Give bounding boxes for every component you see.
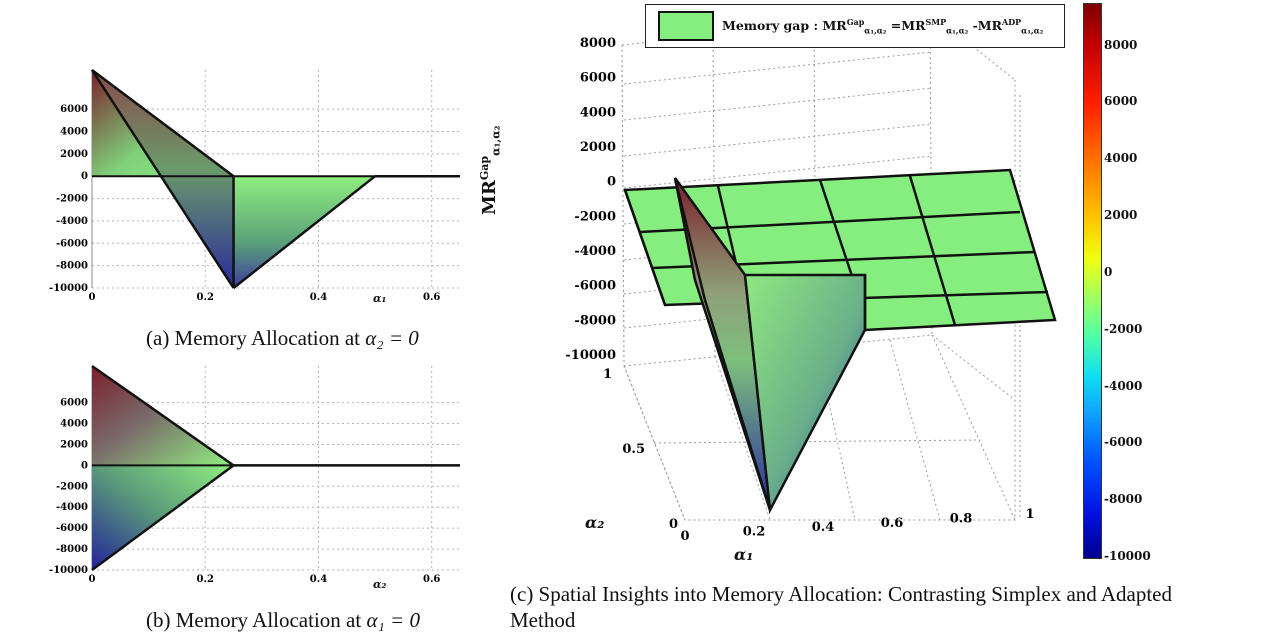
x-axis-label-b: α₂ <box>373 578 387 591</box>
x-tick-label: 0.8 <box>950 511 973 526</box>
y-tick-label: -6000 <box>56 238 88 249</box>
y-tick-label: -4000 <box>56 502 88 513</box>
x-tick-label: 0.6 <box>423 574 440 585</box>
y-tick-label: -8000 <box>56 544 88 555</box>
caption-b: (b) Memory Allocation at α₁ = 0 <box>146 608 420 632</box>
colorbar-labels: 8000 6000 4000 2000 0 -2000 -4000 -6000 -8000 -10… <box>1104 0 1164 575</box>
legend-label-c: Memory gap : MRGapα₁,α₂ =MRSMPα₁,α₂ -MRA… <box>722 16 1044 36</box>
x-tick-label: 0.2 <box>743 525 766 540</box>
x-tick-label: 0 <box>680 529 689 544</box>
z-tick-label: 2000 <box>580 140 616 155</box>
z-tick-label: -10000 <box>565 348 616 363</box>
chart-b: 6000400020000-2000-4000-6000-8000-100000… <box>49 364 460 585</box>
z-tick-label: -4000 <box>574 244 616 259</box>
colorbar-tick-label: -6000 <box>1104 435 1143 450</box>
z-tick-label: 8000 <box>580 36 616 51</box>
colorbar <box>1083 3 1102 559</box>
colorbar-tick-label: -4000 <box>1104 378 1143 393</box>
y-tick-label: -8000 <box>56 261 88 272</box>
y-tick-label: 2000 <box>60 149 88 160</box>
colorbar-tick-label: 0 <box>1104 264 1113 279</box>
x-tick-label: 0.6 <box>423 292 440 303</box>
chart-a: 6000400020000-2000-4000-6000-8000-100000… <box>49 69 460 303</box>
caption-c: (c) Spatial Insights into Memory Allocat… <box>510 582 1173 632</box>
z-tick-label: 6000 <box>580 71 616 86</box>
x-tick-label: 1 <box>1025 507 1034 522</box>
y-tick-label: -4000 <box>56 216 88 227</box>
x-tick-label: 0 <box>89 574 96 585</box>
z-tick-label: 0 <box>607 175 616 190</box>
y-tick-label: 6000 <box>60 104 88 115</box>
colorbar-tick-label: 6000 <box>1104 94 1138 109</box>
y-tick-label: 0 <box>669 517 678 532</box>
z-axis-label-c: MRGapα₁,α₂ <box>478 125 503 215</box>
x-tick-label: 0.2 <box>197 292 214 303</box>
x-tick-label: 0.4 <box>812 520 835 535</box>
x-tick-label: 0 <box>89 292 96 303</box>
series-line <box>232 175 376 289</box>
colorbar-tick-label: -10000 <box>1104 549 1151 563</box>
y-tick-label: 4000 <box>60 126 88 137</box>
caption-a: (a) Memory Allocation at α₂ = 0 <box>146 326 419 350</box>
y-tick-label: -2000 <box>56 194 88 205</box>
y-tick-label: -10000 <box>49 565 88 576</box>
chart-c: 8000 6000 4000 2000 0 -2000 -4000 -6000 -8000 -10… <box>565 11 1057 544</box>
y-tick-label: 0 <box>81 171 88 182</box>
colorbar-tick-label: -8000 <box>1104 492 1143 507</box>
z-tick-label: -6000 <box>574 279 616 294</box>
y-tick-label: 2000 <box>60 439 88 450</box>
colorbar-tick-label: 8000 <box>1104 37 1138 52</box>
y-tick-label: 1 <box>603 367 612 382</box>
colorbar-tick-label: 2000 <box>1104 208 1138 223</box>
legend-swatch-c <box>658 11 714 41</box>
x-tick-label: 0.4 <box>310 292 327 303</box>
legend-c: Memory gap : MRGapα₁,α₂ =MRSMPα₁,α₂ -MRA… <box>645 4 1065 48</box>
x-tick-label: 0.2 <box>197 574 214 585</box>
series-line <box>91 69 235 178</box>
y-tick-label: -2000 <box>56 481 88 492</box>
y-axis-label-c: α₂ <box>585 513 605 532</box>
series-line <box>91 364 235 467</box>
y-tick-label: -10000 <box>49 283 88 294</box>
y-tick-label: 6000 <box>60 398 88 409</box>
y-tick-label: 4000 <box>60 419 88 430</box>
x-axis-label-a: α₁ <box>373 292 387 305</box>
z-tick-label: 4000 <box>580 105 616 120</box>
y-tick-label: 0 <box>81 460 88 471</box>
series-line <box>90 69 235 289</box>
y-tick-label: -6000 <box>56 523 88 534</box>
colorbar-tick-label: 4000 <box>1104 151 1138 166</box>
y-tick-label: 0.5 <box>622 442 645 457</box>
colorbar-tick-label: -2000 <box>1104 321 1143 336</box>
series-line <box>91 464 235 572</box>
z-tick-label: -8000 <box>574 313 616 328</box>
surface-spike-c <box>673 177 867 515</box>
x-tick-label: 0.4 <box>310 574 327 585</box>
x-axis-label-c: α₁ <box>734 545 754 564</box>
x-tick-label: 0.6 <box>881 516 904 531</box>
z-tick-label: -2000 <box>574 209 616 224</box>
